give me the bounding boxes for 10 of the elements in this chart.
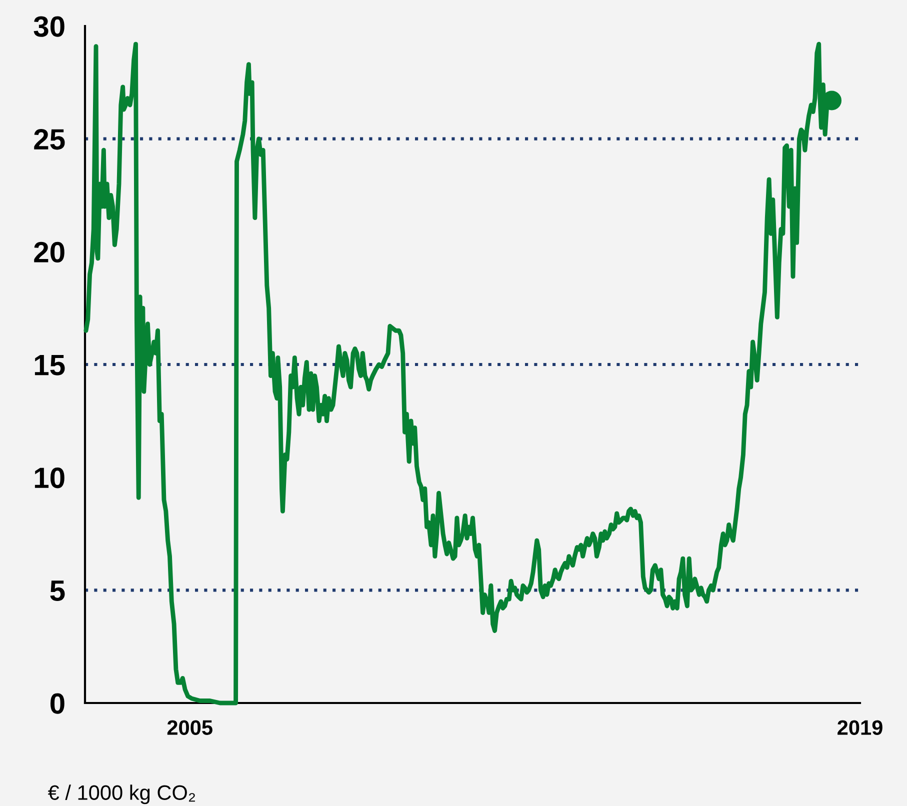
y-tick-label: 5 bbox=[50, 580, 65, 602]
x-tick-label: 2005 bbox=[167, 720, 212, 735]
y-tick-label: 0 bbox=[50, 693, 64, 714]
x-tick-label: 2019 bbox=[838, 720, 882, 735]
y-tick-label: 25 bbox=[34, 129, 65, 150]
y-tick-label: 10 bbox=[34, 468, 64, 488]
y-axis-title: € / 1000 kg CO₂ bbox=[48, 784, 195, 804]
y-tick-label: 30 bbox=[34, 16, 64, 37]
y-tick-label: 20 bbox=[34, 242, 64, 263]
y-tick-label: 15 bbox=[34, 355, 65, 376]
